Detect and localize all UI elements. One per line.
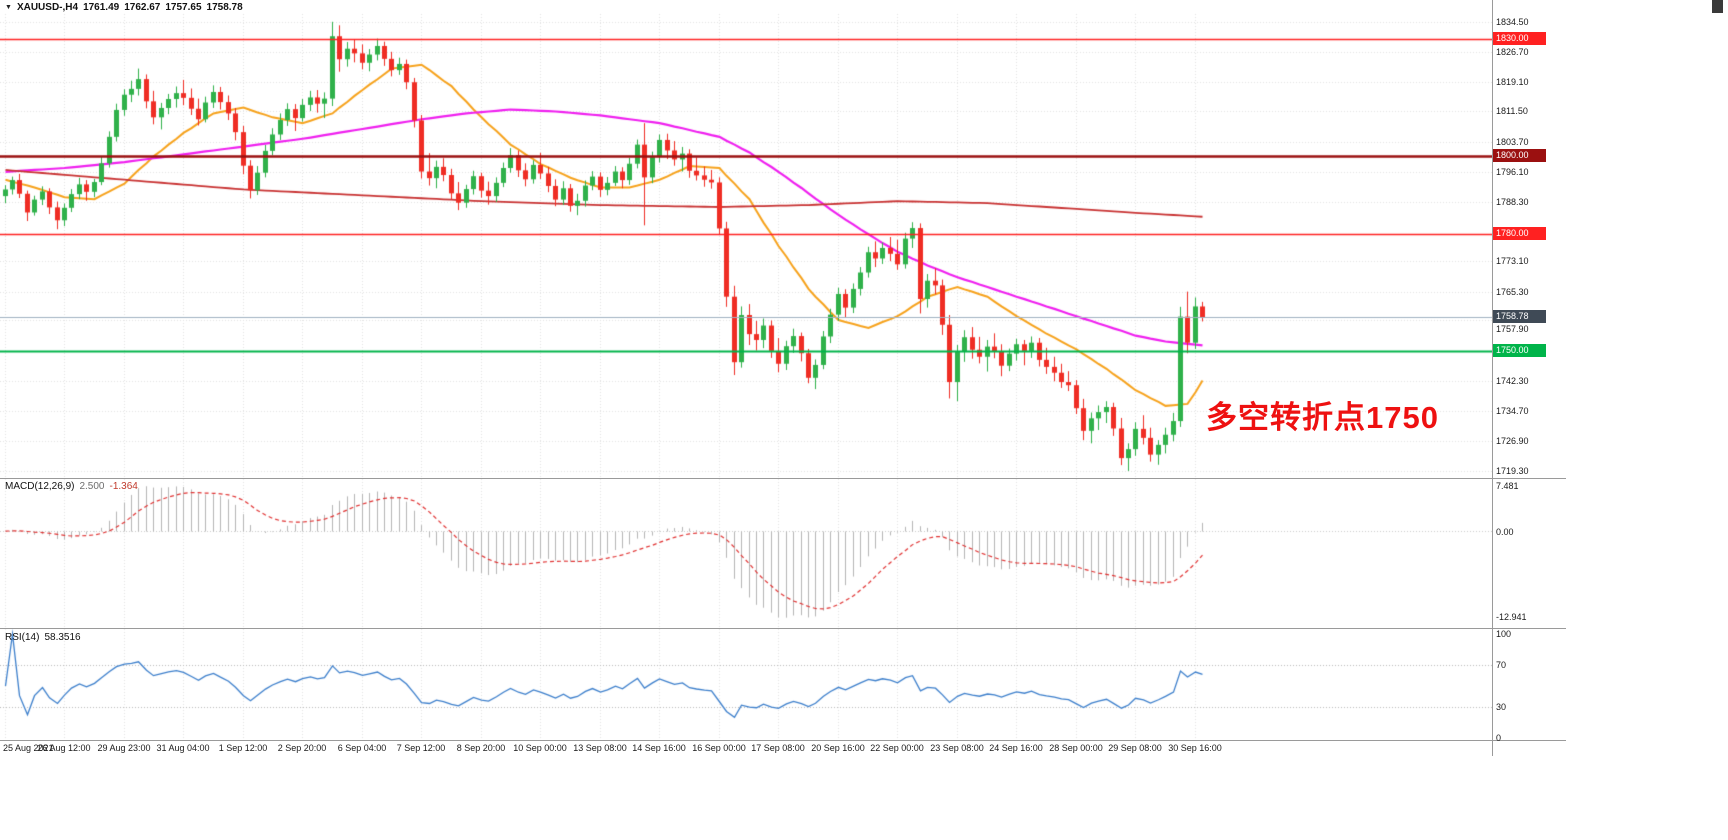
date-label: 29 Aug 23:00 [97,743,151,753]
time-axis-border [0,740,1566,741]
price-line-badge: 1800.00 [1493,149,1546,162]
date-label: 29 Sep 08:00 [1108,743,1162,753]
rsi-axis-label: 30 [1496,702,1507,712]
date-label: 30 Sep 16:00 [1168,743,1222,753]
price-tick-label: 1834.50 [1496,17,1529,27]
price-tick-label: 1796.10 [1496,167,1529,177]
ohlc-close-value: 1758.78 [206,2,243,13]
price-tick-label: 1757.90 [1496,324,1529,334]
rsi-axis-label: 0 [1496,733,1502,743]
panel-separator-macd[interactable] [0,478,1566,479]
date-label: 2 Sep 20:00 [277,743,327,753]
macd-axis-zero-label: 0.00 [1496,527,1514,537]
symbol-timeframe-label: XAUUSD-,H4 [16,2,79,13]
panel-separator-rsi[interactable] [0,628,1566,629]
macd-axis-max-label: 7.481 [1496,481,1519,491]
price-tick-label: 1719.30 [1496,466,1529,476]
price-tick-label: 1773.10 [1496,256,1529,266]
price-tick-label: 1788.30 [1496,197,1529,207]
date-label: 20 Sep 16:00 [811,743,865,753]
chart-header: ▼ XAUUSD-,H4 1761.49 1762.67 1757.65 1758.78 [5,2,248,13]
price-line-badge: 1750.00 [1493,344,1546,357]
rsi-axis-label: 70 [1496,660,1507,670]
date-label: 31 Aug 04:00 [156,743,210,753]
price-axis-border [1492,0,1493,756]
macd-axis-min-label: -12.941 [1496,612,1527,622]
date-label: 25 Aug 2021 [3,743,54,753]
macd-indicator-label: MACD(12,26,9) 2.500 -1.364 [5,481,143,492]
rsi-indicator-label: RSI(14) 58.3516 [5,632,86,643]
scrollbar-thumb[interactable] [1712,0,1723,13]
date-label: 22 Sep 00:00 [870,743,924,753]
date-label: 24 Sep 16:00 [989,743,1043,753]
symbol-dropdown-icon[interactable]: ▼ [5,4,12,11]
rsi-axis-label: 100 [1496,629,1512,639]
date-label: 10 Sep 00:00 [513,743,567,753]
date-label: 14 Sep 16:00 [632,743,686,753]
date-label: 1 Sep 12:00 [218,743,268,753]
date-label: 6 Sep 04:00 [337,743,387,753]
date-label: 28 Sep 00:00 [1049,743,1103,753]
price-tick-label: 1803.70 [1496,137,1529,147]
date-label: 17 Sep 08:00 [751,743,805,753]
price-line-badge: 1780.00 [1493,227,1546,240]
macd-name: MACD(12,26,9) [5,481,75,492]
price-tick-label: 1826.70 [1496,47,1529,57]
price-tick-label: 1742.30 [1496,376,1529,386]
price-tick-label: 1734.70 [1496,406,1529,416]
rsi-value: 58.3516 [44,632,81,643]
price-tick-label: 1811.50 [1496,106,1528,116]
date-label: 8 Sep 20:00 [456,743,506,753]
macd-signal-value: -1.364 [109,481,138,492]
date-label: 26 Aug 12:00 [37,743,91,753]
price-tick-label: 1765.30 [1496,287,1529,297]
chart-annotation-text: 多空转折点1750 [1206,400,1439,435]
ohlc-high-value: 1762.67 [124,2,161,13]
ohlc-low-value: 1757.65 [165,2,202,13]
date-label: 23 Sep 08:00 [930,743,984,753]
date-label: 16 Sep 00:00 [692,743,746,753]
price-tick-label: 1726.90 [1496,436,1529,446]
ohlc-open-value: 1761.49 [83,2,120,13]
price-line-badge: 1830.00 [1493,32,1546,45]
macd-main-value: 2.500 [79,481,105,492]
current-price-badge: 1758.78 [1493,310,1546,323]
date-label: 13 Sep 08:00 [573,743,627,753]
chart-canvas[interactable] [0,0,1492,756]
rsi-name: RSI(14) [5,632,40,643]
date-label: 7 Sep 12:00 [396,743,446,753]
price-tick-label: 1819.10 [1496,77,1529,87]
